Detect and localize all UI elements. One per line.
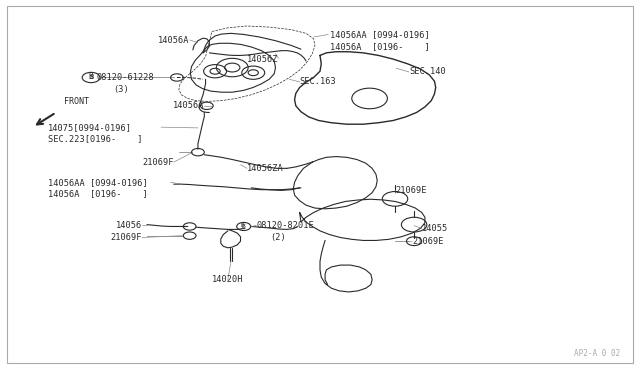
Text: 21069E: 21069E: [395, 186, 426, 195]
Text: SEC.140: SEC.140: [409, 67, 446, 77]
Text: 14056A: 14056A: [158, 36, 189, 45]
Text: B: B: [242, 224, 246, 229]
Text: 08120-8201E: 08120-8201E: [257, 221, 314, 230]
Text: (2): (2): [271, 233, 286, 242]
Text: 14056: 14056: [116, 221, 142, 230]
Text: 08120-61228: 08120-61228: [96, 73, 154, 82]
Text: (3): (3): [113, 85, 129, 94]
Text: 14056AA [0994-0196]: 14056AA [0994-0196]: [330, 30, 429, 39]
Text: 14056A: 14056A: [173, 101, 204, 110]
Text: 14075[0994-0196]: 14075[0994-0196]: [48, 123, 132, 132]
Text: B: B: [89, 72, 93, 81]
Text: B: B: [89, 74, 93, 80]
Text: 21069F: 21069F: [111, 233, 142, 242]
Text: 21069F: 21069F: [142, 158, 173, 167]
Text: 14056A  [0196-    ]: 14056A [0196- ]: [330, 42, 429, 51]
Text: SEC.163: SEC.163: [300, 77, 337, 86]
Text: FRONT: FRONT: [65, 97, 90, 106]
Text: 14055: 14055: [422, 224, 448, 233]
Text: SEC.223[0196-    ]: SEC.223[0196- ]: [48, 134, 142, 144]
Text: 14020H: 14020H: [212, 275, 244, 284]
Text: 14056ZA: 14056ZA: [247, 164, 284, 173]
Text: 14056Z: 14056Z: [247, 55, 278, 64]
Text: B: B: [241, 223, 244, 228]
Text: AP2-A 0 02: AP2-A 0 02: [574, 349, 620, 358]
Text: 14056AA [0994-0196]: 14056AA [0994-0196]: [48, 178, 148, 187]
Text: 14056A  [0196-    ]: 14056A [0196- ]: [48, 190, 148, 199]
Text: 21069E: 21069E: [412, 237, 444, 246]
